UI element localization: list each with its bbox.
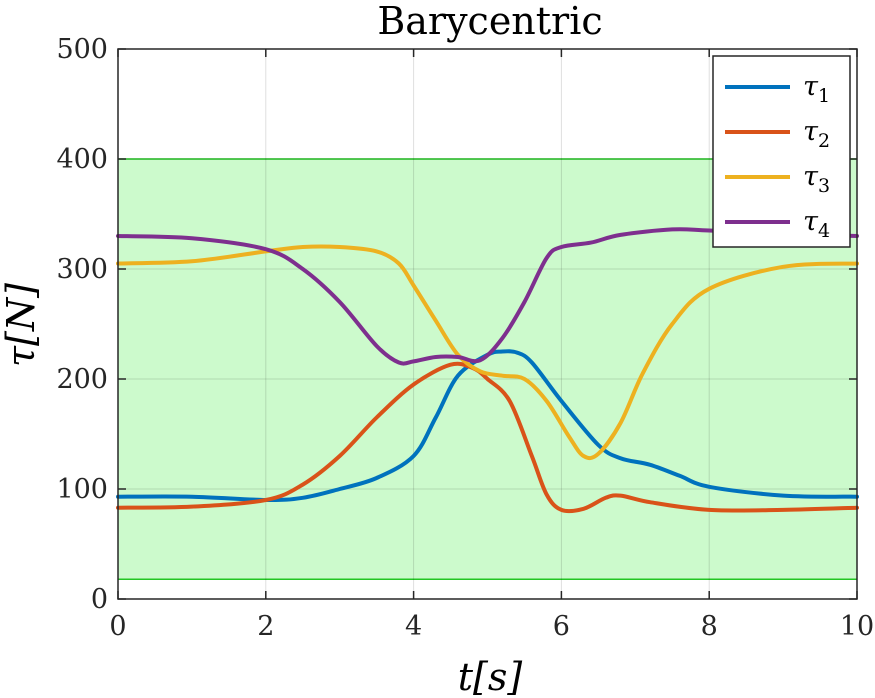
y-tick-label: 400 <box>56 144 108 175</box>
x-tick-label: 10 <box>840 611 874 642</box>
plot-frame <box>117 48 858 600</box>
series-line-tau4 <box>116 227 859 366</box>
chart-title: Barycentric <box>377 0 602 43</box>
x-tick-label: 8 <box>701 611 718 642</box>
y-tick-label: 100 <box>56 474 108 505</box>
legend-label-tau4: τ4 <box>803 206 830 242</box>
x-tick-label: 6 <box>553 611 570 642</box>
x-tick-label: 4 <box>405 611 422 642</box>
series-line-tau1 <box>116 349 859 503</box>
x-tick-label: 2 <box>257 611 274 642</box>
series-line-tau3 <box>116 244 859 461</box>
y-tick-label: 0 <box>91 584 108 615</box>
x-axis-label: t[s] <box>458 655 523 698</box>
x-tick-label: 0 <box>109 611 126 642</box>
legend-label-tau3: τ3 <box>803 161 830 197</box>
y-tick-label: 500 <box>56 34 108 65</box>
y-tick-label: 200 <box>56 364 108 395</box>
series-line-tau2 <box>116 361 859 514</box>
y-axis-label: τ[N] <box>0 283 43 367</box>
y-tick-label: 300 <box>56 254 108 285</box>
legend-label-tau1: τ1 <box>803 71 830 107</box>
legend-label-tau2: τ2 <box>803 116 830 152</box>
